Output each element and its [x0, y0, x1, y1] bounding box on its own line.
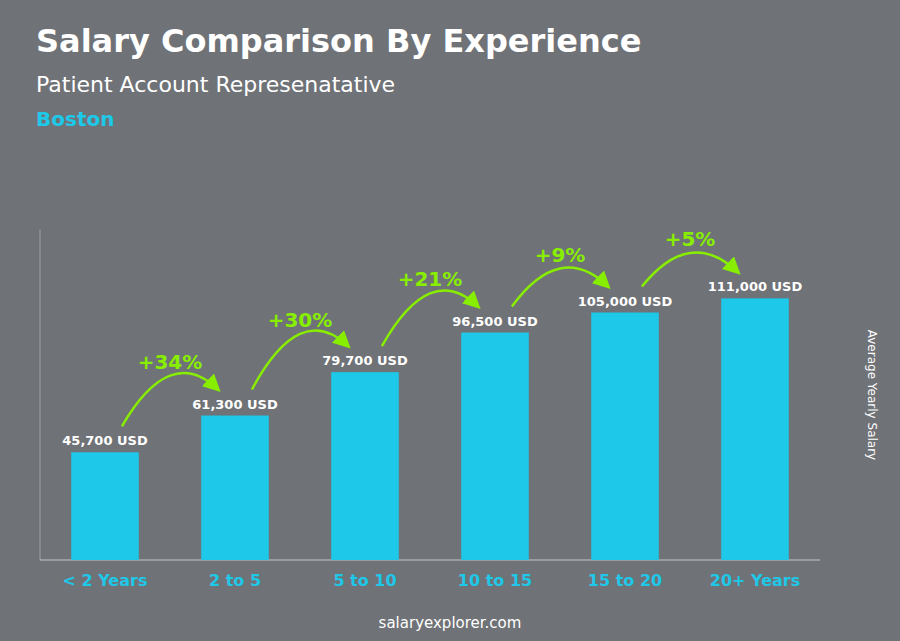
- change-label: +34%: [138, 350, 203, 374]
- value-label: 45,700 USD: [62, 433, 148, 448]
- category-label: 10 to 15: [458, 571, 532, 590]
- bar: [461, 333, 529, 560]
- value-label: 96,500 USD: [452, 314, 538, 329]
- bar: [71, 452, 139, 560]
- value-label: 111,000 USD: [708, 279, 803, 294]
- x-axis-line: [40, 560, 820, 561]
- category-label: 2 to 5: [209, 571, 261, 590]
- category-label: 5 to 10: [333, 571, 396, 590]
- change-label: +5%: [665, 227, 716, 251]
- y-axis-label: Average Yearly Salary: [865, 330, 879, 460]
- change-label: +21%: [398, 267, 463, 291]
- value-label: 61,300 USD: [192, 397, 278, 412]
- y-axis-line: [40, 230, 41, 560]
- subtitle: Patient Account Represenatative: [36, 72, 395, 97]
- background: [0, 0, 900, 641]
- category-label: 20+ Years: [710, 571, 800, 590]
- change-arrow: [122, 373, 218, 426]
- change-arrow: [382, 290, 478, 346]
- change-arrow: [642, 252, 738, 286]
- source: salaryexplorer.com: [379, 614, 522, 632]
- chart-container: Salary Comparison By Experience Patient A…: [0, 0, 900, 641]
- change-annotations: +34% +30% +21% +9% +5%: [122, 227, 738, 426]
- location: Boston: [36, 107, 114, 131]
- category-label: < 2 Years: [63, 571, 148, 590]
- value-label: 79,700 USD: [322, 353, 408, 368]
- bar: [331, 372, 399, 560]
- change-label: +9%: [535, 243, 586, 267]
- change-arrow: [252, 331, 348, 390]
- category-label: 15 to 20: [588, 571, 662, 590]
- bar: [591, 313, 659, 561]
- title: Salary Comparison By Experience: [36, 22, 641, 60]
- change-arrow: [512, 268, 608, 307]
- chart-svg: Salary Comparison By Experience Patient A…: [0, 0, 900, 641]
- bars: [71, 298, 789, 560]
- change-label: +30%: [268, 308, 333, 332]
- value-label: 105,000 USD: [578, 294, 673, 309]
- bar: [201, 416, 269, 560]
- bar: [721, 298, 789, 560]
